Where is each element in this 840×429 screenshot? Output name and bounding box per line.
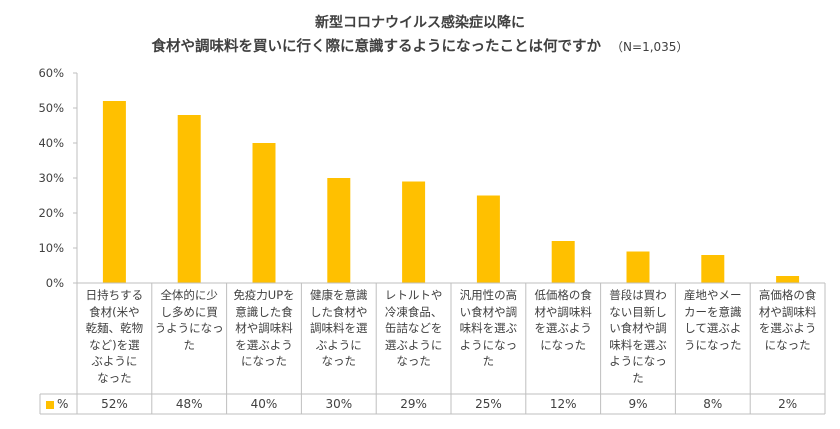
bar [402,181,426,283]
category-label: 全体的に少 し多めに買 うようになった [154,288,224,352]
value-label: 9% [628,397,648,411]
chart-title-line2: 食材や調味料を買いに行く際に意識するようになったことは何ですか （N=1,035） [0,35,840,56]
value-label: 12% [549,397,577,411]
value-label: 29% [400,397,427,411]
y-tick-label: 40% [38,136,64,150]
value-label: 40% [250,397,278,411]
bar [102,101,126,283]
chart-title-line1: 新型コロナウイルス感染症以降に [315,15,525,31]
bar [626,251,650,283]
category-label: 免疫力UPを 意識した食 材や調味料 を選ぶよう になった [233,288,295,368]
y-tick-label: 50% [38,101,64,115]
category-label: 健康を意識 した食材や 調味料を選 ぶように なった [310,288,368,368]
y-tick-label: 0% [46,276,64,290]
bar [776,276,800,283]
bar [701,255,725,283]
value-label: 8% [703,397,723,411]
category-label: 日持ちする 食材(米や 乾麺、乾物 など)を選 ぶように なった [85,288,144,385]
category-label: 普段は買わ ない目新し い食材や調 味料を選ぶ ようになった [609,288,667,385]
category-label: レトルトや 冷凍食品、 缶詰などを 選ぶように なった [384,288,443,368]
category-label: 高価格の食 材や調味料 を選ぶよう になった [758,288,817,352]
bar [177,115,201,283]
value-label: 2% [778,397,798,411]
category-label: 低価格の食 材や調味料 を選ぶよう になった [534,288,592,352]
legend-swatch [46,401,54,409]
value-label: 30% [325,397,353,411]
value-label: 25% [475,397,502,411]
y-tick-label: 60% [38,66,64,80]
y-tick-label: 10% [38,241,64,255]
category-label: 汎用性の高 い食材や調 味料を選ぶ ようになった [459,288,518,368]
y-tick-label: 20% [38,206,64,220]
chart-title-question: 食材や調味料を買いに行く際に意識するようになったことは何ですか [151,39,602,55]
bar [476,195,500,283]
value-label: 52% [101,397,128,411]
category-label: 産地やメー カーを意識 して選ぶよ うになった [684,288,742,352]
bar [327,178,351,283]
bar [252,143,276,283]
legend-label: % [57,397,69,411]
value-label: 48% [175,397,203,411]
bar [551,241,575,283]
y-tick-label: 30% [38,171,64,185]
sample-size-note: （N=1,035） [611,40,689,54]
